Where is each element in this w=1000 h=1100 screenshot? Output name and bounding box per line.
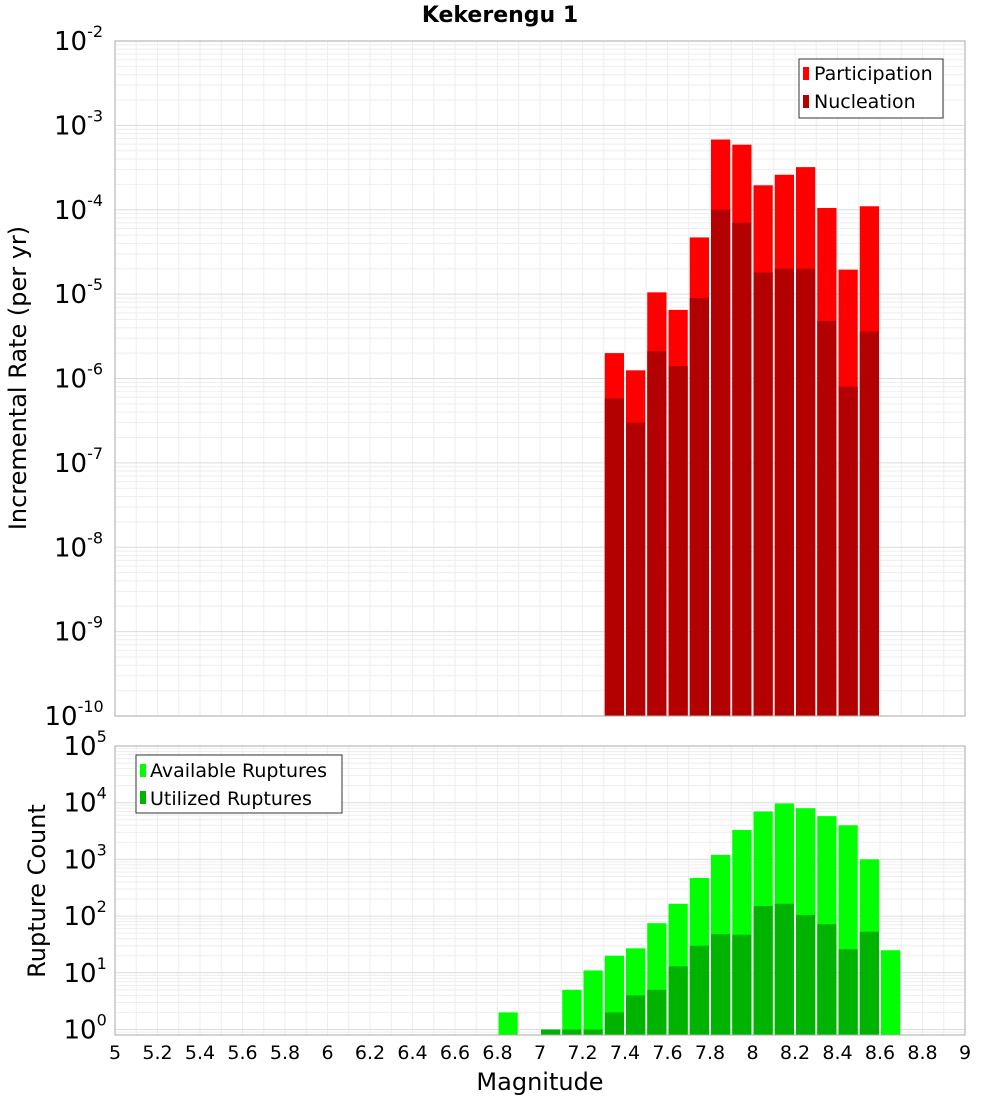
- y-tick-label: 10-4: [54, 191, 103, 226]
- top-bars: [604, 139, 879, 717]
- x-tick-label: 9: [959, 1042, 971, 1064]
- bar-utilized-ruptures: [689, 945, 709, 1035]
- legend-label-utilized: Utilized Ruptures: [150, 788, 312, 810]
- bar-utilized-ruptures: [668, 966, 688, 1035]
- y-tick-label: 103: [64, 840, 107, 875]
- y-tick-label: 10-9: [54, 613, 103, 648]
- x-tick-label: 8: [746, 1042, 758, 1064]
- bar-nucleation: [647, 351, 667, 716]
- legend-swatch-nucleation: [803, 95, 809, 108]
- bar-nucleation: [859, 331, 879, 716]
- bar-nucleation: [604, 398, 624, 716]
- bar-utilized-ruptures: [838, 949, 858, 1035]
- bar-nucleation: [668, 366, 688, 716]
- bar-nucleation: [838, 386, 858, 716]
- x-axis-label: Magnitude: [476, 1068, 603, 1096]
- bar-nucleation: [732, 222, 752, 716]
- y-tick-label: 10-6: [54, 360, 103, 395]
- legend-swatch-utilized: [140, 791, 146, 804]
- x-tick-label: 7.6: [652, 1042, 682, 1064]
- x-tick-label: 5.2: [142, 1042, 172, 1064]
- bar-available-ruptures: [583, 970, 603, 1035]
- y-tick-label: 10-7: [54, 444, 103, 479]
- x-tick-label: 6: [321, 1042, 333, 1064]
- y-tick-label: 104: [64, 784, 107, 819]
- y-tick-label: 105: [64, 727, 107, 762]
- chart-title: Kekerengu 1: [422, 3, 578, 28]
- bar-utilized-ruptures: [562, 1029, 582, 1035]
- top-y-tick-labels: 10-10 10-9 10-8 10-7 10-6 10-5 10-4 10-3 10-2: [45, 22, 104, 732]
- top-gridlines: [115, 41, 965, 716]
- legend-swatch-participation: [803, 67, 809, 80]
- legend-label-nucleation: Nucleation: [814, 91, 916, 113]
- bar-nucleation: [689, 297, 709, 716]
- x-tick-label: 8.6: [865, 1042, 895, 1064]
- x-tick-label: 7.4: [610, 1042, 640, 1064]
- bar-utilized-ruptures: [583, 1029, 603, 1035]
- x-tick-label: 6.2: [355, 1042, 385, 1064]
- bar-nucleation: [796, 268, 816, 716]
- y-tick-label: 10-10: [45, 697, 104, 732]
- legend-label-participation: Participation: [814, 63, 933, 85]
- x-tick-label: 8.4: [822, 1042, 852, 1064]
- bottom-plot-frame: [114, 745, 966, 1036]
- y-tick-label: 10-8: [54, 528, 103, 563]
- y-tick-label: 101: [64, 954, 107, 989]
- y-tick-label: 102: [64, 897, 107, 932]
- bar-utilized-ruptures: [774, 903, 794, 1035]
- bar-utilized-ruptures: [647, 989, 667, 1035]
- x-tick-label: 5.6: [227, 1042, 257, 1064]
- x-tick-label: 6.4: [397, 1042, 427, 1064]
- bar-nucleation: [626, 422, 646, 716]
- y-tick-label: 100: [64, 1011, 107, 1046]
- x-tick-label: 6.8: [482, 1042, 512, 1064]
- legend-swatch-available: [140, 764, 146, 777]
- top-legend: Participation Nucleation: [798, 58, 944, 119]
- x-tick-label: 5.8: [270, 1042, 300, 1064]
- bar-utilized-ruptures: [753, 906, 773, 1035]
- x-tick-label: 8.8: [907, 1042, 937, 1064]
- bar-available-ruptures: [881, 950, 901, 1035]
- bar-utilized-ruptures: [626, 995, 646, 1035]
- x-tick-label: 5: [109, 1042, 121, 1064]
- bar-nucleation: [711, 209, 731, 716]
- bar-nucleation: [817, 321, 837, 716]
- x-tick-label: 7.8: [695, 1042, 725, 1064]
- bottom-y-axis-label: Rupture Count: [23, 804, 51, 978]
- legend-label-available: Available Ruptures: [150, 760, 327, 782]
- x-tick-label: 8.2: [780, 1042, 810, 1064]
- bottom-bars: [498, 803, 901, 1035]
- bar-utilized-ruptures: [541, 1029, 561, 1035]
- bar-nucleation: [753, 272, 773, 716]
- top-plot-frame: [114, 40, 966, 717]
- top-legend-box: [798, 58, 944, 119]
- bar-available-ruptures: [498, 1012, 518, 1035]
- bar-utilized-ruptures: [711, 934, 731, 1035]
- x-tick-labels: 5 5.2 5.4 5.6 5.8 6 6.2 6.4 6.6 6.8 7 7.2 7.4 7.6 7.8 8…: [109, 1042, 971, 1064]
- bar-utilized-ruptures: [604, 1012, 624, 1035]
- x-tick-label: 5.4: [185, 1042, 215, 1064]
- top-y-axis-label: Incremental Rate (per yr): [4, 226, 32, 530]
- x-tick-label: 6.6: [440, 1042, 470, 1064]
- x-tick-label: 7: [534, 1042, 546, 1064]
- bottom-legend: Available Ruptures Utilized Ruptures: [135, 754, 343, 814]
- bar-utilized-ruptures: [796, 914, 816, 1035]
- bottom-legend-box: [135, 754, 343, 814]
- y-tick-label: 10-5: [54, 275, 103, 310]
- bar-utilized-ruptures: [817, 924, 837, 1035]
- x-tick-label: 7.2: [567, 1042, 597, 1064]
- bottom-y-tick-labels: 100 101 102 103 104 105: [64, 727, 107, 1046]
- y-tick-label: 10-3: [54, 106, 103, 141]
- bar-utilized-ruptures: [859, 931, 879, 1035]
- bar-utilized-ruptures: [732, 934, 752, 1035]
- y-tick-label: 10-2: [54, 22, 103, 57]
- bar-available-ruptures: [562, 989, 582, 1035]
- bar-nucleation: [774, 268, 794, 716]
